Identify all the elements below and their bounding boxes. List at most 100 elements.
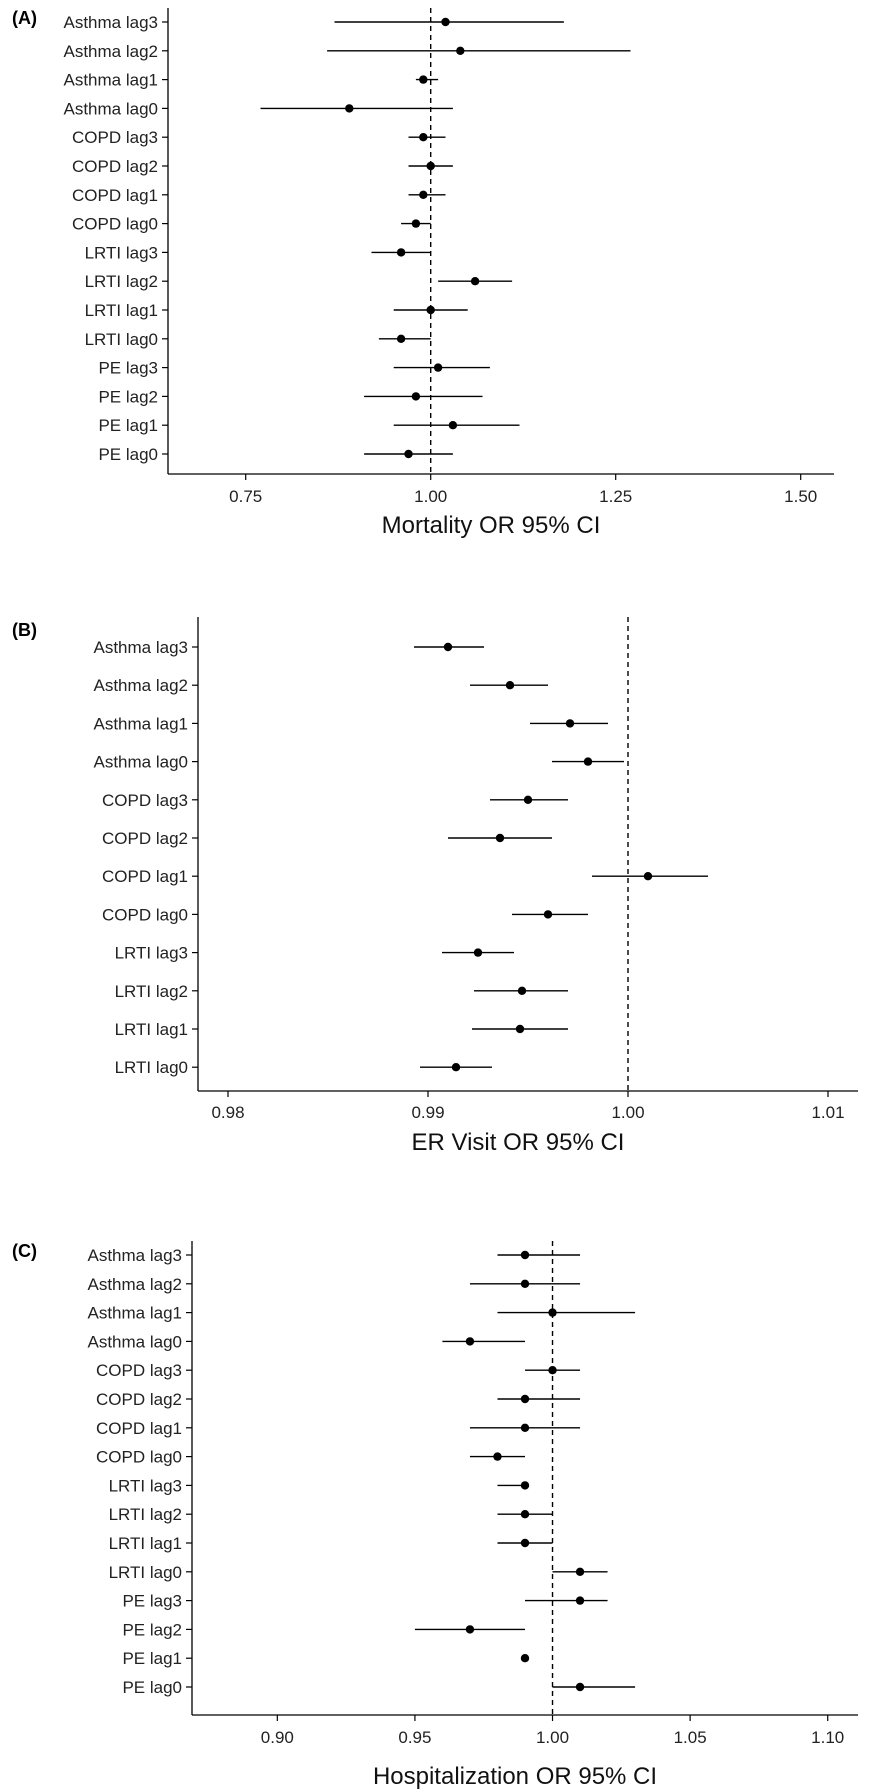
- estimate-point: [345, 104, 354, 113]
- estimate-point: [441, 17, 450, 27]
- estimate-point: [443, 642, 453, 652]
- y-tick-label: COPD lag2: [102, 829, 188, 848]
- estimate-point: [448, 421, 458, 430]
- y-tick-label: Asthma lag0: [64, 99, 159, 118]
- estimate-point: [411, 219, 421, 228]
- estimate-point: [396, 334, 406, 343]
- estimate-point: [465, 1337, 475, 1346]
- x-tick-label: 1.05: [674, 1728, 707, 1747]
- y-tick-label: LRTI lag1: [109, 1534, 182, 1553]
- y-tick-label: PE lag1: [98, 416, 158, 435]
- panel-label: (B): [12, 620, 37, 640]
- y-tick-label: LRTI lag2: [109, 1505, 182, 1524]
- estimate-point: [426, 305, 435, 315]
- y-tick-label: LRTI lag1: [115, 1020, 188, 1039]
- estimate-point: [543, 910, 553, 919]
- y-tick-label: LRTI lag0: [115, 1058, 188, 1077]
- estimate-point: [520, 1510, 530, 1519]
- y-tick-label: LRTI lag3: [109, 1476, 182, 1495]
- estimate-point: [583, 757, 593, 766]
- x-tick-label: 1.00: [414, 487, 447, 506]
- panel-0: (A) 0.75 1.00 1.25 1.50 Asthma lag3 Asthma lag…: [12, 8, 834, 539]
- x-tick-label: 1.01: [811, 1103, 844, 1122]
- estimate-point: [520, 1279, 530, 1289]
- estimate-point: [575, 1596, 585, 1605]
- estimate-point: [433, 363, 443, 372]
- y-tick-label: PE lag1: [122, 1649, 182, 1668]
- y-tick-label: LRTI lag0: [85, 330, 158, 349]
- y-tick-label: LRTI lag3: [115, 944, 188, 963]
- y-tick-label: COPD lag1: [96, 1419, 182, 1438]
- y-tick-label: Asthma lag1: [94, 714, 189, 733]
- y-tick-label: COPD lag3: [102, 791, 188, 810]
- y-tick-label: Asthma lag3: [64, 13, 159, 32]
- y-tick-label: COPD lag3: [72, 128, 158, 147]
- estimate-point: [548, 1366, 557, 1375]
- estimate-point: [575, 1567, 585, 1577]
- estimate-point: [565, 719, 575, 728]
- x-tick-label: 0.90: [261, 1728, 294, 1747]
- estimate-point: [520, 1654, 530, 1663]
- estimate-point: [470, 277, 480, 286]
- estimate-point: [643, 872, 653, 881]
- y-tick-label: LRTI lag2: [85, 272, 158, 291]
- x-tick-label: 1.00: [611, 1103, 644, 1122]
- estimate-point: [426, 161, 435, 171]
- estimate-point: [465, 1625, 475, 1634]
- estimate-point: [520, 1481, 530, 1490]
- y-tick-label: LRTI lag0: [109, 1563, 182, 1582]
- y-tick-label: Asthma lag1: [64, 71, 159, 90]
- x-tick-label: 1.00: [536, 1728, 569, 1747]
- estimate-point: [523, 795, 533, 804]
- y-tick-label: PE lag2: [98, 387, 158, 406]
- estimate-point: [396, 248, 406, 257]
- y-tick-label: LRTI lag1: [85, 301, 158, 320]
- y-tick-label: COPD lag0: [102, 905, 188, 924]
- y-tick-label: COPD lag2: [96, 1390, 182, 1409]
- panel-1: (B) 0.98 0.99 1.00 1.01 Asthma lag3 Asthma lag…: [12, 617, 858, 1156]
- estimate-point: [419, 75, 428, 84]
- y-tick-label: Asthma lag0: [88, 1332, 183, 1351]
- estimate-point: [419, 190, 428, 199]
- estimate-point: [520, 1394, 530, 1404]
- panel-label: (A): [12, 8, 37, 28]
- x-tick-label: 0.99: [411, 1103, 444, 1122]
- estimate-point: [548, 1308, 557, 1317]
- y-tick-label: LRTI lag3: [85, 243, 158, 262]
- estimate-point: [495, 833, 505, 843]
- estimate-point: [473, 948, 483, 957]
- y-tick-label: Asthma lag2: [88, 1275, 183, 1294]
- x-tick-label: 0.98: [211, 1103, 244, 1122]
- y-tick-label: COPD lag0: [96, 1448, 182, 1467]
- x-tick-label: 1.25: [599, 487, 632, 506]
- y-tick-label: Asthma lag1: [88, 1304, 183, 1323]
- estimate-point: [404, 449, 413, 459]
- y-tick-label: PE lag3: [122, 1592, 182, 1611]
- x-tick-label: 1.10: [811, 1728, 844, 1747]
- estimate-point: [520, 1250, 530, 1260]
- x-axis-title: ER Visit OR 95% CI: [412, 1129, 625, 1156]
- y-tick-label: Asthma lag2: [94, 676, 189, 695]
- y-tick-label: LRTI lag2: [115, 982, 188, 1001]
- y-tick-label: PE lag3: [98, 359, 158, 378]
- estimate-point: [419, 133, 428, 142]
- y-tick-label: PE lag0: [98, 445, 158, 464]
- estimate-point: [411, 392, 421, 401]
- estimate-point: [517, 986, 527, 995]
- y-tick-label: PE lag2: [122, 1620, 182, 1639]
- y-tick-label: Asthma lag3: [88, 1246, 183, 1265]
- estimate-point: [493, 1452, 502, 1461]
- y-tick-label: Asthma lag0: [94, 753, 189, 772]
- panel-label: (C): [12, 1241, 37, 1261]
- y-tick-label: PE lag0: [122, 1678, 182, 1697]
- y-tick-label: COPD lag1: [102, 867, 188, 886]
- y-tick-label: COPD lag1: [72, 186, 158, 205]
- estimate-point: [456, 46, 465, 55]
- estimate-point: [575, 1682, 585, 1692]
- x-tick-label: 0.75: [229, 487, 262, 506]
- x-tick-label: 1.50: [784, 487, 817, 506]
- y-tick-label: COPD lag0: [72, 215, 158, 234]
- estimate-point: [451, 1063, 461, 1072]
- estimate-point: [520, 1423, 530, 1433]
